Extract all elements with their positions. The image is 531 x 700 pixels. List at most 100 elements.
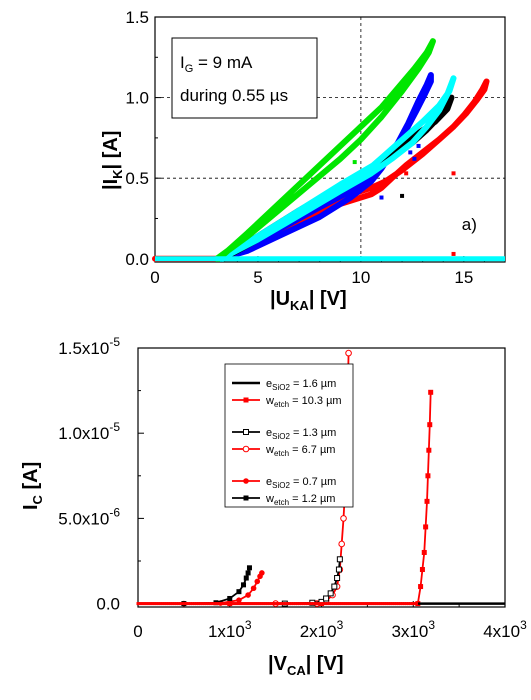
chart-b-series-0-point <box>425 473 431 479</box>
chart-b-baseline-point <box>223 602 227 606</box>
chart-a: 0 5 10 15 0.0 0.5 1.0 1.5 IG = 9 mA during 0.55 µ… <box>100 8 506 313</box>
chart-b-baseline-point <box>316 602 320 606</box>
chart-b-baseline-point <box>154 602 158 606</box>
chart-b-baseline-point <box>314 602 318 606</box>
chart-b-baseline-point <box>243 602 247 606</box>
chart-b-baseline-point <box>182 602 186 606</box>
y-label-main: I <box>20 504 42 510</box>
chart-b-baseline-point <box>402 602 406 606</box>
annotation-current-value: = 9 mA <box>193 53 253 72</box>
legend-entry: eSiO2 = 1.3 µm <box>266 427 336 441</box>
chart-a-outlier-point <box>352 160 357 165</box>
legend-swatch-marker <box>242 445 250 453</box>
x-label-rest: | [V] <box>306 653 344 675</box>
chart-a-y-tick-label: 1.5 <box>125 8 149 27</box>
chart-b: 0 1x103 2x103 3x103 4x1030.05.0x10-61.0x10-5… <box>20 335 527 678</box>
chart-b-baseline-point <box>207 602 211 606</box>
tick-mantissa: 4x10 <box>483 622 520 641</box>
chart-b-baseline-point <box>267 602 271 606</box>
chart-b-baseline-point <box>326 602 330 606</box>
tick-exponent: 3 <box>520 618 527 632</box>
chart-b-series-2 <box>138 559 341 605</box>
chart-b-baseline-point <box>203 602 207 606</box>
chart-b-baseline-point <box>253 602 257 606</box>
legend-value: = 1.6 µm <box>290 378 336 390</box>
chart-b-baseline-point <box>259 602 263 606</box>
tick-exponent: 3 <box>428 618 435 632</box>
y-label-sub: K <box>110 169 125 179</box>
chart-b-baseline-point <box>225 602 229 606</box>
y-label-rest: | [A] <box>100 131 122 170</box>
chart-b-baseline-point <box>285 602 289 606</box>
legend-subscript: etch <box>274 449 289 458</box>
chart-b-series-4-point <box>227 595 233 601</box>
chart-a-series-1 <box>217 72 434 262</box>
chart-b-series-4 <box>138 567 251 605</box>
tick-exponent: -5 <box>109 420 120 434</box>
chart-b-baseline-point <box>293 602 297 606</box>
chart-a-outlier-point <box>451 171 456 176</box>
chart-b-baseline-point <box>257 602 261 606</box>
legend-subscript: SiO2 <box>272 383 290 392</box>
legend-entry: eSiO2 = 0.7 µm <box>266 476 336 490</box>
chart-a-y-tick-label: 0.0 <box>125 250 149 269</box>
chart-b-baseline-point <box>271 602 275 606</box>
chart-b-baseline-point <box>279 602 283 606</box>
chart-b-x-tick-label: 4x103 <box>483 618 527 641</box>
chart-b-baseline-point <box>302 602 306 606</box>
chart-b-baseline-point <box>413 602 417 606</box>
chart-b-baseline-point <box>283 602 287 606</box>
chart-b-baseline-point <box>273 602 277 606</box>
chart-b-baseline-point <box>174 602 178 606</box>
chart-a-outlier-point <box>400 193 405 198</box>
chart-a-outlier-point <box>451 251 456 256</box>
chart-b-baseline-point <box>239 602 243 606</box>
chart-b-baseline-point <box>332 602 336 606</box>
chart-a-outlier-point <box>412 156 417 161</box>
chart-b-series-3-point <box>245 592 251 598</box>
legend-swatch-marker <box>243 397 249 403</box>
chart-b-baseline-point <box>297 602 301 606</box>
chart-b-baseline-point <box>328 602 332 606</box>
chart-b-baseline-point <box>400 602 404 606</box>
chart-b-baseline-point <box>299 602 303 606</box>
chart-a-outlier-point <box>379 195 384 200</box>
chart-b-baseline-point <box>406 602 410 606</box>
chart-b-x-tick-label: 2x103 <box>300 618 344 641</box>
chart-b-baseline-point <box>348 602 352 606</box>
chart-b-baseline-point <box>350 602 354 606</box>
chart-b-baseline-point <box>354 602 358 606</box>
chart-b-series-3-point <box>250 585 257 592</box>
x-label-main: |U <box>270 288 290 310</box>
chart-b-baseline-point <box>324 602 328 606</box>
chart-b-baseline-point <box>205 602 209 606</box>
legend-value: = 1.3 µm <box>290 427 336 439</box>
chart-a-panel-label: a) <box>462 215 477 234</box>
chart-b-series-1-point <box>340 515 347 522</box>
legend-subscript: etch <box>274 400 289 409</box>
y-label-rest: [A] <box>20 462 42 495</box>
chart-b-baseline-point <box>372 602 376 606</box>
chart-b-x-axis-label: |VCA| [V] <box>268 653 344 678</box>
chart-b-baseline-point <box>398 602 402 606</box>
chart-b-baseline-point <box>322 602 326 606</box>
chart-b-baseline-point <box>312 602 316 606</box>
legend-symbol: w <box>265 395 274 407</box>
chart-b-baseline-point <box>330 602 334 606</box>
chart-b-baseline-point <box>170 602 174 606</box>
tick-exponent: -6 <box>109 505 120 519</box>
chart-b-series-4-point <box>243 575 249 581</box>
chart-b-baseline-point <box>235 602 239 606</box>
x-label-sub: CA <box>287 663 306 678</box>
chart-b-baseline-point <box>340 602 344 606</box>
chart-b-baseline-point <box>146 602 150 606</box>
chart-b-series-4-point <box>241 582 247 588</box>
chart-a-frame <box>154 16 506 263</box>
chart-b-baseline-point <box>295 602 299 606</box>
chart-b-baseline-point <box>289 602 293 606</box>
chart-b-baseline-point <box>362 602 366 606</box>
chart-b-series-2-point <box>327 590 334 597</box>
legend-symbol: e <box>266 378 272 390</box>
chart-b-baseline-point <box>344 602 348 606</box>
